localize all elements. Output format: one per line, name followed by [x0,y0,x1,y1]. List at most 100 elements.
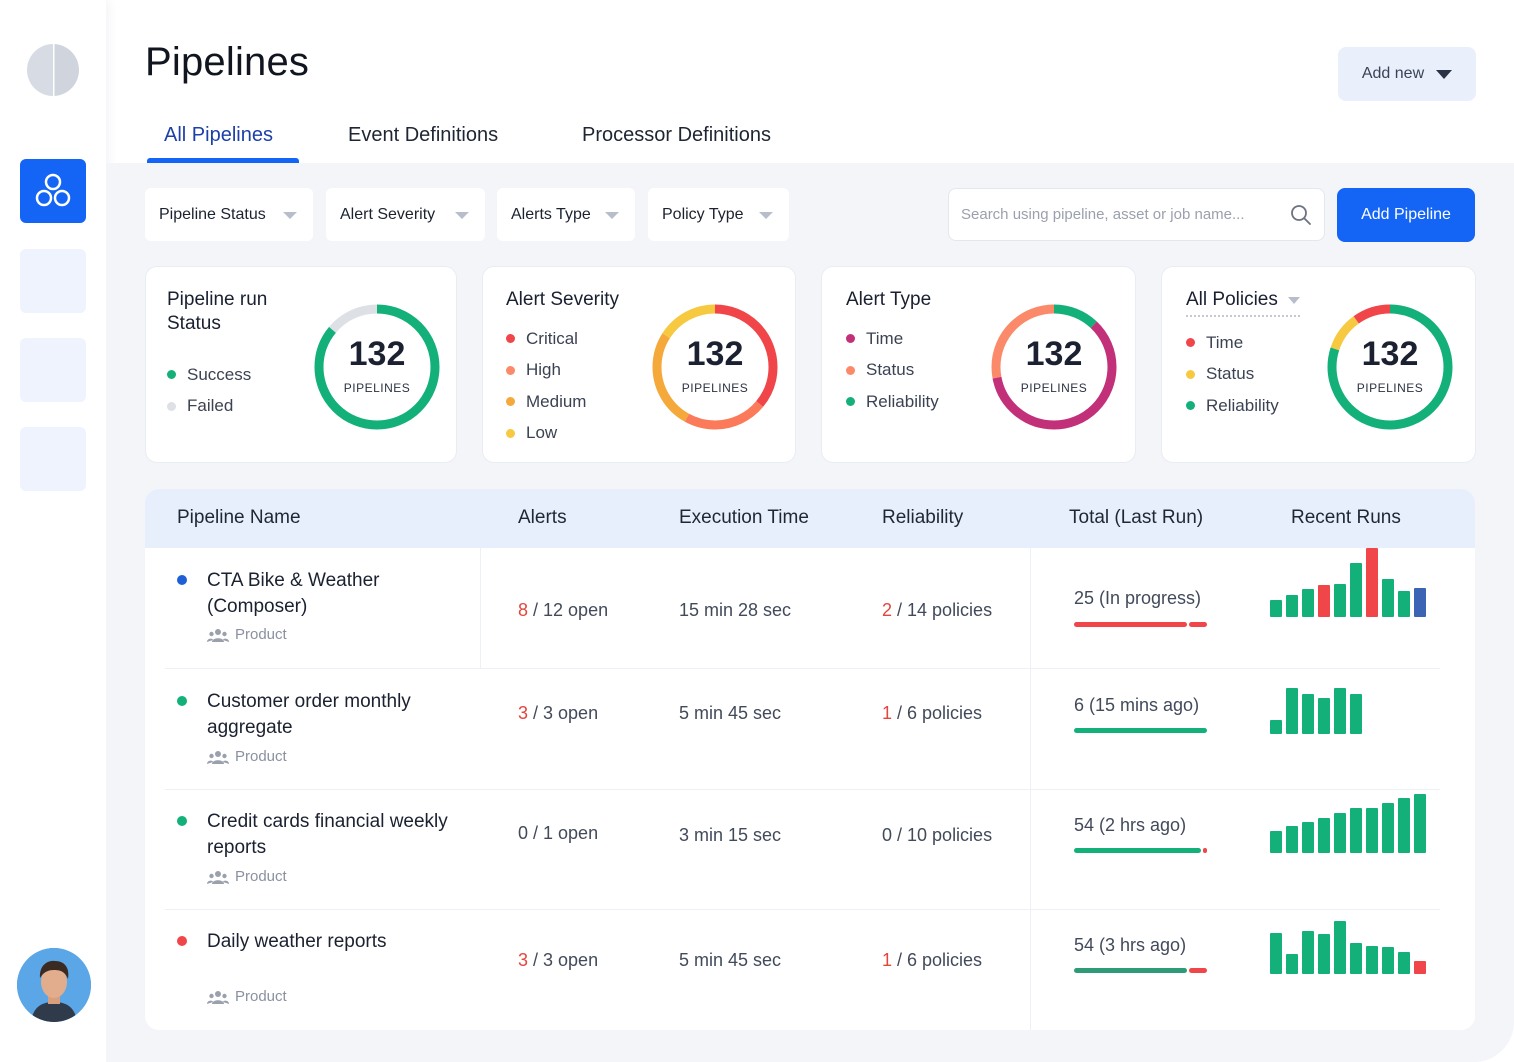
legend: Success Failed [167,359,251,422]
run-bar[interactable] [1286,688,1298,734]
run-bar[interactable] [1350,563,1362,617]
tab-processor-definitions[interactable]: Processor Definitions [582,124,771,146]
run-bar[interactable] [1382,579,1394,617]
team-icon [207,750,229,764]
alerts-count: 0 [518,823,529,843]
team-icon [207,990,229,1004]
execution-time: 3 min 15 sec [679,825,782,845]
legend-dot [846,365,855,375]
run-bar[interactable] [1302,822,1314,853]
run-bar[interactable] [1318,585,1330,617]
chevron-down-icon [1436,69,1453,79]
run-bar[interactable] [1350,694,1362,734]
run-bar[interactable] [1382,947,1394,974]
col-pipeline-name[interactable]: Pipeline Name [177,507,301,528]
donut-unit: PIPELINES [1356,381,1424,395]
filter-alerts-type[interactable]: Alerts Type [497,188,635,241]
run-bar[interactable] [1334,584,1346,617]
run-bar[interactable] [1334,813,1346,853]
run-bar[interactable] [1318,818,1330,853]
run-bar[interactable] [1286,954,1298,974]
table-row[interactable]: Daily weather reports Product 3 / 3 open… [145,910,1475,1030]
search-input[interactable] [961,189,1281,240]
run-bar[interactable] [1334,688,1346,734]
col-reliability[interactable]: Reliability [882,507,964,528]
app-logo[interactable] [27,44,79,96]
run-bar[interactable] [1302,694,1314,734]
team-icon [207,870,229,884]
sidebar [0,0,106,1062]
run-bar[interactable] [1334,921,1346,974]
user-avatar[interactable] [17,948,91,1022]
recent-runs-chart [1270,794,1426,853]
table-row[interactable]: Credit cards financial weekly reports Pr… [145,790,1475,909]
run-bar[interactable] [1414,588,1426,617]
run-bar[interactable] [1318,934,1330,974]
search-icon[interactable] [1290,204,1312,226]
run-bar[interactable] [1318,698,1330,734]
active-tab-indicator [147,158,299,163]
run-bar[interactable] [1398,591,1410,617]
run-bar[interactable] [1398,952,1410,974]
add-new-button[interactable]: Add new [1338,47,1476,101]
nav-item-2[interactable] [20,249,86,313]
run-bar[interactable] [1350,808,1362,853]
progress-segment [1074,848,1202,853]
policies-dropdown[interactable]: All Policies [1186,288,1300,317]
pipeline-name[interactable]: CTA Bike & Weather (Composer) [207,570,380,617]
total-last-run: 54 (3 hrs ago) [1074,935,1187,955]
tab-event-definitions[interactable]: Event Definitions [348,124,499,146]
progress-segment [1074,968,1187,973]
nav-item-4[interactable] [20,427,86,491]
table-row[interactable]: CTA Bike & Weather (Composer) Product 8 … [145,548,1475,668]
run-bar[interactable] [1270,720,1282,734]
legend-dot [846,397,855,407]
owner: Product [207,748,287,765]
run-bar[interactable] [1302,931,1314,974]
tab-all-pipelines[interactable]: All Pipelines [164,124,273,146]
legend-label: Status [866,360,915,380]
run-bar[interactable] [1398,798,1410,853]
donut-chart: 132 PIPELINES [311,301,443,433]
total-last-run: 25 (In progress) [1074,588,1202,608]
pipeline-name[interactable]: Customer order monthly aggregate [207,691,411,738]
run-bar[interactable] [1270,600,1282,617]
run-bar[interactable] [1286,595,1298,617]
run-bar[interactable] [1382,803,1394,853]
row-divider [165,668,1440,669]
pipeline-name[interactable]: Daily weather reports [207,931,387,952]
col-recent-runs[interactable]: Recent Runs [1291,507,1401,528]
pipeline-name[interactable]: Credit cards financial weekly reports [207,811,448,858]
donut-segment [991,304,1117,430]
recent-runs-chart [1270,548,1426,617]
donut-unit: PIPELINES [343,381,411,395]
col-execution-time[interactable]: Execution Time [679,507,809,528]
run-bar[interactable] [1350,943,1362,974]
run-bar[interactable] [1270,933,1282,974]
status-dot [177,575,187,585]
filter-pipeline-status[interactable]: Pipeline Status [145,188,313,241]
status-dot [177,696,187,706]
run-bar[interactable] [1366,548,1378,617]
filter-alert-severity[interactable]: Alert Severity [326,188,485,241]
run-bar[interactable] [1270,831,1282,853]
nav-pipelines[interactable] [20,159,86,223]
col-total-last-run[interactable]: Total (Last Run) [1069,507,1204,528]
team-icon [207,628,229,642]
legend-label: Reliability [1206,395,1279,415]
run-bar[interactable] [1414,961,1426,974]
run-bar[interactable] [1366,946,1378,974]
add-pipeline-button[interactable]: Add Pipeline [1337,188,1475,242]
nav-item-3[interactable] [20,338,86,402]
filter-policy-type[interactable]: Policy Type [648,188,789,241]
progress-bar [1074,848,1207,853]
donut-chart: 132 PIPELINES [649,301,781,433]
progress-bar [1074,622,1207,627]
run-bar[interactable] [1414,794,1426,853]
run-bar[interactable] [1366,808,1378,853]
col-alerts[interactable]: Alerts [518,507,567,528]
run-bar[interactable] [1302,589,1314,617]
owner-label: Product [235,988,287,1005]
run-bar[interactable] [1286,826,1298,853]
table-row[interactable]: Customer order monthly aggregate Product… [145,669,1475,789]
